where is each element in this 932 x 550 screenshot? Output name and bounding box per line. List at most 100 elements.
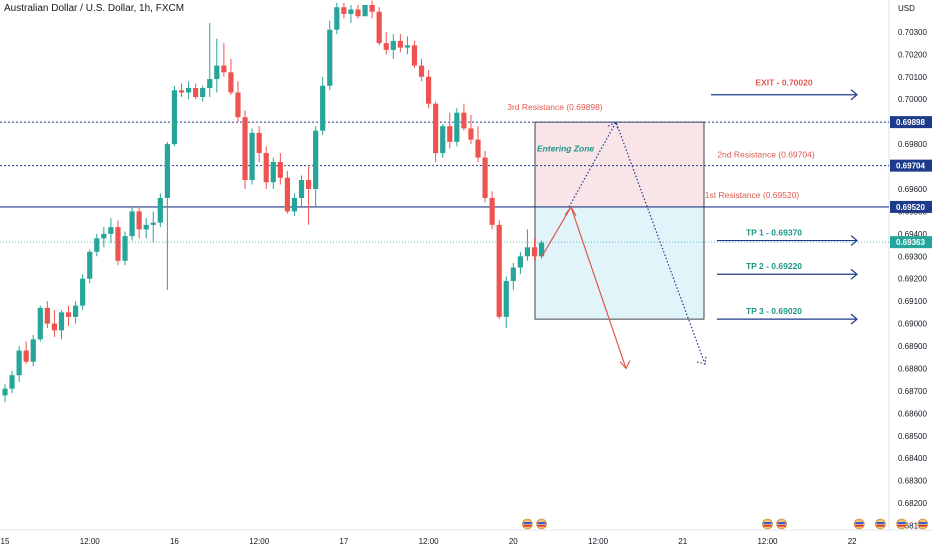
price-tick-label: 0.69200 xyxy=(898,275,927,284)
candle xyxy=(517,251,523,275)
time-tick-label: 12:00 xyxy=(757,537,778,546)
candle xyxy=(426,70,432,109)
candle xyxy=(242,110,248,189)
candle xyxy=(207,22,213,97)
candle xyxy=(348,5,354,23)
candle xyxy=(185,81,192,100)
candle xyxy=(433,101,439,163)
price-badge xyxy=(890,200,932,213)
price-tick-label: 0.70000 xyxy=(898,95,927,104)
candle xyxy=(270,157,276,189)
candle xyxy=(503,276,509,329)
candle xyxy=(122,231,128,266)
price-tick-label: 0.70300 xyxy=(898,28,927,37)
candle xyxy=(80,274,86,311)
price-tick-label: 0.68700 xyxy=(898,387,927,396)
candle xyxy=(510,263,516,290)
price-tick-label: 0.68500 xyxy=(898,432,927,441)
candle xyxy=(454,108,460,147)
dotted-projection xyxy=(568,120,706,365)
candle xyxy=(94,233,100,257)
tp3-label: TP 3 - 0.69020 xyxy=(746,306,802,316)
candle xyxy=(531,238,538,261)
price-tick-label: 0.70100 xyxy=(898,73,927,82)
price-tick-label: 0.68200 xyxy=(898,499,927,508)
candle xyxy=(51,310,58,338)
candle xyxy=(313,126,319,207)
time-tick-label: 12:00 xyxy=(249,537,270,546)
candle xyxy=(411,40,418,68)
candle xyxy=(16,346,22,382)
candle xyxy=(355,5,361,19)
candle xyxy=(362,5,368,17)
time-tick-label: 20 xyxy=(509,537,518,546)
res2-label: 2nd Resistance (0.69704) xyxy=(717,150,815,160)
time-tick-label: 16 xyxy=(170,537,179,546)
time-tick-label: 21 xyxy=(678,537,687,546)
target-arrows xyxy=(711,89,858,325)
price-tick-label: 0.69000 xyxy=(898,320,927,329)
candles xyxy=(2,0,545,403)
candle xyxy=(496,220,502,320)
price-tick-label: 0.68400 xyxy=(898,454,927,463)
flag-icon[interactable] xyxy=(896,518,907,530)
price-tick-label: 0.69800 xyxy=(898,140,927,149)
candle xyxy=(221,43,227,77)
candle xyxy=(136,206,142,239)
tp2-label: TP 2 - 0.69220 xyxy=(746,261,802,271)
flag-icon[interactable] xyxy=(776,518,787,530)
candle xyxy=(305,166,312,225)
candle xyxy=(44,301,50,329)
candle xyxy=(58,310,65,340)
candle xyxy=(538,240,545,259)
candle xyxy=(249,128,255,185)
candle xyxy=(235,81,241,122)
candle xyxy=(298,175,305,207)
candle xyxy=(171,85,178,147)
entering-zone-label: Entering Zone xyxy=(537,144,594,154)
time-tick-label: 12:00 xyxy=(588,537,609,546)
price-axis-ticks: 0.703000.702000.701000.700000.699000.698… xyxy=(898,28,927,531)
price-tick-label: 0.68600 xyxy=(898,409,927,418)
candle xyxy=(461,103,467,131)
candle xyxy=(369,0,375,19)
candle xyxy=(2,384,8,403)
time-tick-label: 12:00 xyxy=(419,537,440,546)
candle xyxy=(87,249,93,284)
candle xyxy=(256,126,262,163)
time-tick-label: 22 xyxy=(848,537,857,546)
price-badge-label: 0.69704 xyxy=(896,162,925,171)
time-axis-ticks: 15 12:00 16 12:00 17 12:00 20 12:00 21 12:00 22 xyxy=(1,537,858,546)
candle xyxy=(383,31,389,55)
candle xyxy=(37,305,43,342)
candle xyxy=(193,83,199,100)
flag-icon[interactable] xyxy=(522,518,533,530)
time-tick-label: 17 xyxy=(339,537,348,546)
candle xyxy=(73,301,79,324)
time-tick-label: 12:00 xyxy=(80,537,101,546)
candle xyxy=(489,191,495,230)
candle xyxy=(524,229,531,261)
candle xyxy=(327,20,333,91)
price-badge xyxy=(890,159,932,172)
price-tick-label: 0.69400 xyxy=(898,230,927,239)
price-badge-label: 0.69520 xyxy=(896,203,925,212)
price-badges: 0.69898 0.69704 0.69520 0.69363 xyxy=(890,116,932,249)
currency-label: USD xyxy=(898,4,915,13)
candle xyxy=(65,305,72,326)
candle xyxy=(9,370,15,394)
flag-icon[interactable] xyxy=(536,518,547,530)
price-tick-label: 0.68300 xyxy=(898,477,927,486)
candle xyxy=(214,38,220,93)
flag-icon[interactable] xyxy=(853,518,865,530)
candle xyxy=(115,220,121,266)
flag-icon[interactable] xyxy=(875,518,886,530)
chart-title: Australian Dollar / U.S. Dollar, 1h, FXC… xyxy=(4,3,185,14)
flag-icon[interactable] xyxy=(917,518,929,530)
price-tick-label: 0.68100 xyxy=(898,522,927,531)
candle xyxy=(334,2,340,35)
flag-icon[interactable] xyxy=(762,518,773,530)
candle xyxy=(447,112,453,149)
candle xyxy=(482,150,488,203)
price-tick-label: 0.69100 xyxy=(898,297,927,306)
